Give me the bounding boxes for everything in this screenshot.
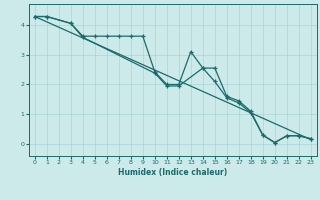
X-axis label: Humidex (Indice chaleur): Humidex (Indice chaleur): [118, 168, 228, 177]
